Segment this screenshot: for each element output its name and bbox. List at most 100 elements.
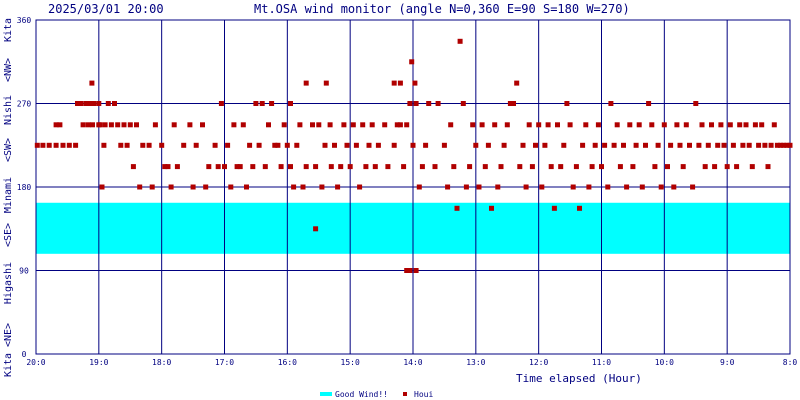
x-tick-label: 15:0 (341, 358, 360, 367)
data-point (743, 122, 749, 128)
data-point (115, 122, 121, 128)
data-point (382, 122, 388, 128)
data-point (124, 142, 130, 148)
data-point (200, 122, 205, 128)
data-point (419, 164, 425, 170)
y-tick-label: 270 (17, 100, 32, 109)
data-point (96, 101, 102, 106)
data-point (137, 184, 143, 190)
data-point (215, 164, 221, 170)
data-point (586, 184, 592, 190)
data-point (592, 142, 598, 148)
data-point (573, 164, 579, 170)
data-point (718, 122, 724, 128)
data-point (599, 164, 604, 170)
data-point (87, 101, 93, 106)
data-point (96, 122, 102, 128)
data-point (646, 101, 652, 106)
data-point (413, 268, 419, 273)
data-point (187, 122, 193, 128)
data-point (589, 164, 595, 170)
data-point (680, 164, 686, 170)
data-point (529, 164, 535, 170)
data-point (696, 142, 702, 148)
data-point (165, 164, 171, 170)
data-point (555, 122, 560, 128)
data-point (771, 122, 777, 128)
data-point (310, 122, 315, 128)
data-point (705, 142, 711, 148)
y-axis-word: Kita (3, 353, 14, 377)
data-point (627, 122, 633, 128)
datetime-label: 2025/03/01 20:00 (48, 2, 164, 16)
data-point (643, 142, 648, 148)
data-point (526, 122, 532, 128)
data-point (674, 122, 680, 128)
data-point (482, 164, 488, 170)
data-point (661, 122, 667, 128)
data-point (413, 101, 419, 106)
data-point (715, 142, 721, 148)
data-point (294, 142, 300, 148)
data-point (407, 268, 413, 273)
data-point (636, 122, 642, 128)
data-point (671, 184, 677, 190)
data-point (617, 164, 623, 170)
data-point (514, 80, 520, 86)
x-tick-label: 18:0 (152, 358, 171, 367)
data-point (595, 122, 601, 128)
data-point (206, 164, 212, 170)
y-tick-label: 360 (17, 16, 32, 25)
data-point (507, 101, 513, 106)
data-point (756, 142, 762, 148)
x-tick-label: 11:0 (592, 358, 611, 367)
x-tick-label: 19:0 (89, 358, 108, 367)
y-axis-words: Kita <NE> Higashi <SE> Minami <SW> Nishi <NW> Ki… (3, 18, 14, 377)
data-point (410, 142, 416, 148)
data-point (539, 184, 545, 190)
data-point (269, 101, 275, 106)
data-point (159, 142, 165, 148)
y-axis-word: <NW> (3, 58, 14, 82)
data-point (746, 142, 752, 148)
x-tick-label: 17:0 (215, 358, 234, 367)
data-point (244, 184, 249, 190)
x-grid (98, 20, 728, 354)
data-point (66, 142, 72, 148)
data-point (291, 184, 297, 190)
data-point (407, 101, 413, 106)
data-point (712, 164, 718, 170)
data-point (225, 142, 231, 148)
data-point (101, 142, 107, 148)
data-point (247, 142, 253, 148)
data-point (152, 122, 158, 128)
data-point (284, 142, 290, 148)
y-tick-labels: 0 90 180 270 360 (17, 16, 32, 359)
data-point (332, 142, 337, 148)
data-point (457, 38, 463, 44)
data-point (523, 184, 529, 190)
data-point (749, 164, 755, 170)
data-point (99, 184, 105, 190)
data-point (633, 142, 639, 148)
data-point (784, 142, 790, 148)
data-point (724, 164, 730, 170)
data-point (85, 122, 91, 128)
data-point (40, 142, 46, 148)
data-point (73, 142, 79, 148)
data-point (583, 122, 589, 128)
data-point (262, 164, 268, 170)
y-axis-word: Kita (3, 18, 14, 42)
data-point (83, 101, 89, 106)
data-point (323, 80, 329, 86)
y-axis-word: Higashi (3, 262, 14, 304)
y-tick-label: 0 (22, 350, 27, 359)
data-point (328, 164, 334, 170)
data-point (53, 142, 59, 148)
data-point (533, 142, 538, 148)
data-point (288, 101, 293, 106)
y-axis-word: <SE> (3, 223, 14, 247)
x-tick-label: 20:0 (26, 358, 45, 367)
data-point (768, 142, 774, 148)
data-point (347, 164, 353, 170)
